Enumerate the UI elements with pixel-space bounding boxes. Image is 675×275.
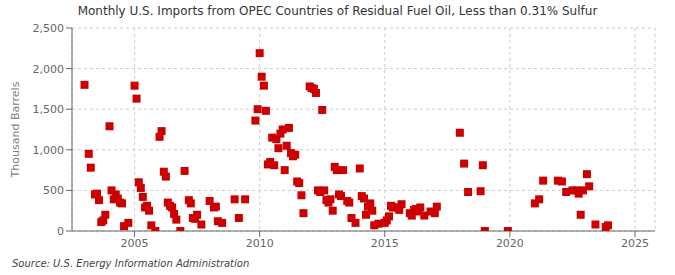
svg-text:1,500: 1,500 <box>33 103 65 116</box>
svg-text:2,000: 2,000 <box>33 63 65 76</box>
svg-text:0: 0 <box>57 225 64 238</box>
svg-text:2,500: 2,500 <box>33 22 65 35</box>
html-text:Source: U.S. Energy Informatio: Source: U.S. Energy Information Administ… <box>12 258 250 269</box>
svg-text:2005: 2005 <box>121 237 149 250</box>
svg-text:2015: 2015 <box>371 237 399 250</box>
html-text:Monthly U.S. Imports from OPEC: Monthly U.S. Imports from OPEC Countries… <box>77 4 598 18</box>
svg-text:2025: 2025 <box>621 237 649 250</box>
svg-text:Thousand Barrels: Thousand Barrels <box>9 81 22 178</box>
svg-text:2010: 2010 <box>246 237 274 250</box>
svg-text:2020: 2020 <box>496 237 524 250</box>
svg-text:500: 500 <box>43 184 64 197</box>
svg-text:1,000: 1,000 <box>33 144 65 157</box>
